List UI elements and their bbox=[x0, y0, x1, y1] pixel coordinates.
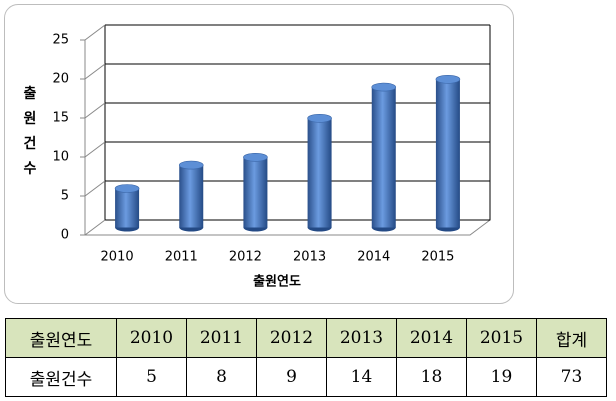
bar bbox=[307, 118, 332, 228]
bar-top bbox=[114, 184, 140, 193]
table-cell: 2013 bbox=[326, 318, 397, 358]
bar-top bbox=[243, 153, 268, 162]
table-cell: 73 bbox=[536, 357, 607, 397]
bar-top bbox=[178, 160, 204, 170]
data-table: 출원연도 2010 2011 2012 2013 2014 2015 합계 출원건수 5 8 9 14 1… bbox=[5, 318, 607, 397]
x-tick-label: 2010 bbox=[101, 250, 134, 265]
x-tick-label: 2013 bbox=[293, 250, 326, 265]
grid-line-side bbox=[84, 102, 106, 119]
x-tick-label: 2014 bbox=[357, 250, 390, 265]
grid-line-side bbox=[84, 219, 106, 236]
chart: 출원연도 0 5 10 15 20 25 2010 2011 2012 2013 2014 2015 bbox=[52, 24, 491, 290]
table-cell: 9 bbox=[256, 357, 327, 397]
bar bbox=[179, 165, 204, 228]
y-tick-label: 15 bbox=[52, 111, 69, 126]
bar-top bbox=[371, 82, 397, 92]
table-cell: 18 bbox=[396, 357, 467, 397]
grid-line-side bbox=[84, 141, 106, 158]
floor bbox=[85, 219, 491, 236]
x-tick-label: 2011 bbox=[165, 250, 198, 265]
table-cell: 합계 bbox=[536, 318, 607, 358]
table-cell: 19 bbox=[466, 357, 537, 397]
y-tick-label: 25 bbox=[52, 33, 69, 48]
y-tick-label: 20 bbox=[52, 72, 69, 87]
chart-frame bbox=[4, 4, 514, 304]
table-cell: 2014 bbox=[396, 318, 467, 358]
table-cell: 14 bbox=[326, 357, 397, 397]
table-cell: 2012 bbox=[256, 318, 327, 358]
table-cell: 출원건수 bbox=[5, 357, 117, 397]
table-cell: 출원연도 bbox=[5, 318, 117, 358]
x-tick-label: 2015 bbox=[421, 250, 454, 265]
y-tick-label: 0 bbox=[61, 228, 69, 243]
table-row: 출원건수 5 8 9 14 18 19 73 bbox=[5, 357, 607, 397]
y-axis-label: 출원건수 bbox=[23, 86, 37, 177]
x-tick-label: 2012 bbox=[229, 250, 262, 265]
y-tick-label: 10 bbox=[52, 150, 69, 165]
table-cell: 2015 bbox=[466, 318, 537, 358]
x-axis-label: 출원연도 bbox=[253, 274, 301, 290]
grid-line-side bbox=[84, 63, 106, 80]
bar bbox=[115, 188, 140, 228]
back-wall bbox=[104, 25, 491, 221]
table-row: 출원연도 2010 2011 2012 2013 2014 2015 합계 bbox=[5, 318, 607, 358]
table-cell: 2011 bbox=[186, 318, 257, 358]
table-cell: 2010 bbox=[116, 318, 187, 358]
grid-line-side bbox=[84, 24, 106, 41]
grid-line-side bbox=[84, 180, 106, 197]
y-tick-label: 5 bbox=[61, 189, 69, 204]
bar-top bbox=[435, 75, 461, 84]
bar bbox=[243, 157, 268, 228]
bar bbox=[435, 79, 460, 228]
bar bbox=[371, 87, 396, 228]
bar-top bbox=[307, 114, 332, 123]
table-cell: 8 bbox=[186, 357, 257, 397]
table-cell: 5 bbox=[116, 357, 187, 397]
